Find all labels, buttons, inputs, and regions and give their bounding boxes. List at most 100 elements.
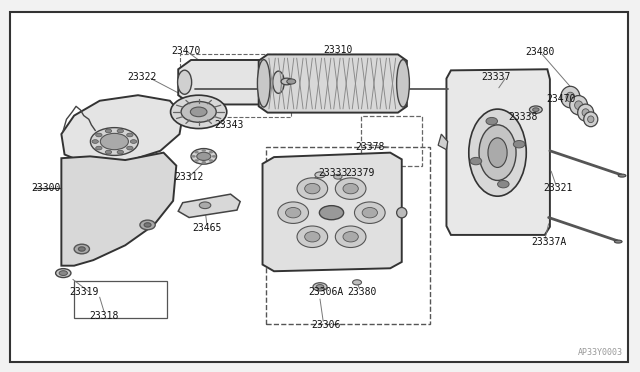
Text: 23380: 23380 <box>347 286 376 296</box>
Bar <box>266 147 431 324</box>
Ellipse shape <box>190 107 207 117</box>
Ellipse shape <box>202 161 206 164</box>
Ellipse shape <box>343 183 358 194</box>
Ellipse shape <box>468 109 526 196</box>
Ellipse shape <box>105 129 111 133</box>
Ellipse shape <box>273 71 284 93</box>
Text: 23306: 23306 <box>312 320 341 330</box>
Ellipse shape <box>144 223 151 227</box>
Text: 23318: 23318 <box>90 311 119 321</box>
Ellipse shape <box>578 104 594 121</box>
Ellipse shape <box>584 112 598 127</box>
Ellipse shape <box>56 269 71 278</box>
Ellipse shape <box>319 206 344 220</box>
Ellipse shape <box>195 151 199 154</box>
Ellipse shape <box>278 202 308 224</box>
Ellipse shape <box>100 134 129 150</box>
Ellipse shape <box>285 208 301 218</box>
Text: 23343: 23343 <box>214 120 244 130</box>
Ellipse shape <box>355 202 385 224</box>
Ellipse shape <box>479 125 516 180</box>
Ellipse shape <box>209 159 213 162</box>
Ellipse shape <box>561 86 580 108</box>
Ellipse shape <box>582 109 589 116</box>
Ellipse shape <box>127 146 133 150</box>
Ellipse shape <box>316 285 324 289</box>
Ellipse shape <box>202 149 206 152</box>
Ellipse shape <box>78 247 85 251</box>
Ellipse shape <box>333 174 342 179</box>
Ellipse shape <box>257 60 270 107</box>
Text: 23319: 23319 <box>69 286 99 296</box>
Ellipse shape <box>181 102 216 122</box>
Ellipse shape <box>353 280 362 285</box>
Text: 23465: 23465 <box>192 222 221 232</box>
Polygon shape <box>447 69 550 235</box>
Ellipse shape <box>566 92 575 102</box>
Ellipse shape <box>191 148 216 164</box>
Ellipse shape <box>486 118 497 125</box>
Text: 23337A: 23337A <box>531 237 566 247</box>
Ellipse shape <box>532 108 539 112</box>
Text: AP33Y0003: AP33Y0003 <box>579 348 623 357</box>
Ellipse shape <box>199 202 211 209</box>
Polygon shape <box>61 153 176 266</box>
Bar <box>179 54 291 118</box>
Ellipse shape <box>127 133 133 137</box>
Ellipse shape <box>171 95 227 129</box>
Ellipse shape <box>588 116 594 123</box>
Ellipse shape <box>313 283 327 291</box>
Text: 23379: 23379 <box>345 168 374 178</box>
Ellipse shape <box>513 141 525 148</box>
Ellipse shape <box>95 146 102 150</box>
Ellipse shape <box>131 140 137 143</box>
Ellipse shape <box>117 150 124 154</box>
Ellipse shape <box>209 151 213 154</box>
Ellipse shape <box>305 183 320 194</box>
Ellipse shape <box>335 226 366 247</box>
Ellipse shape <box>618 174 626 177</box>
Bar <box>74 280 167 318</box>
Ellipse shape <box>397 208 407 218</box>
Polygon shape <box>61 95 182 164</box>
Ellipse shape <box>191 155 196 158</box>
Text: 23310: 23310 <box>323 45 353 55</box>
Polygon shape <box>438 134 448 150</box>
Ellipse shape <box>74 244 90 254</box>
Text: 23338: 23338 <box>508 112 538 122</box>
Text: 23306A: 23306A <box>308 286 344 296</box>
Ellipse shape <box>315 172 325 178</box>
Ellipse shape <box>397 60 410 107</box>
Text: 23337: 23337 <box>481 72 510 82</box>
Text: 23480: 23480 <box>525 47 555 57</box>
Polygon shape <box>178 60 282 105</box>
Text: 23333: 23333 <box>318 168 348 178</box>
Bar <box>361 116 422 166</box>
Ellipse shape <box>287 79 296 84</box>
Ellipse shape <box>497 180 509 188</box>
Ellipse shape <box>343 231 358 242</box>
Text: 23300: 23300 <box>31 183 61 193</box>
Text: 23470: 23470 <box>547 94 576 104</box>
Ellipse shape <box>140 220 156 230</box>
Ellipse shape <box>575 101 582 109</box>
Ellipse shape <box>281 78 292 85</box>
Polygon shape <box>262 153 402 271</box>
Ellipse shape <box>177 70 191 94</box>
Ellipse shape <box>297 226 328 247</box>
Ellipse shape <box>362 208 378 218</box>
Ellipse shape <box>335 178 366 199</box>
Polygon shape <box>178 194 240 218</box>
Ellipse shape <box>117 129 124 133</box>
Ellipse shape <box>570 96 588 115</box>
Ellipse shape <box>470 157 482 165</box>
Text: 23321: 23321 <box>543 183 572 193</box>
Text: 23322: 23322 <box>128 72 157 82</box>
Ellipse shape <box>196 152 211 160</box>
Ellipse shape <box>195 159 199 162</box>
Ellipse shape <box>212 155 216 158</box>
Ellipse shape <box>90 128 138 155</box>
Ellipse shape <box>105 150 111 154</box>
Ellipse shape <box>297 178 328 199</box>
Ellipse shape <box>529 106 542 113</box>
